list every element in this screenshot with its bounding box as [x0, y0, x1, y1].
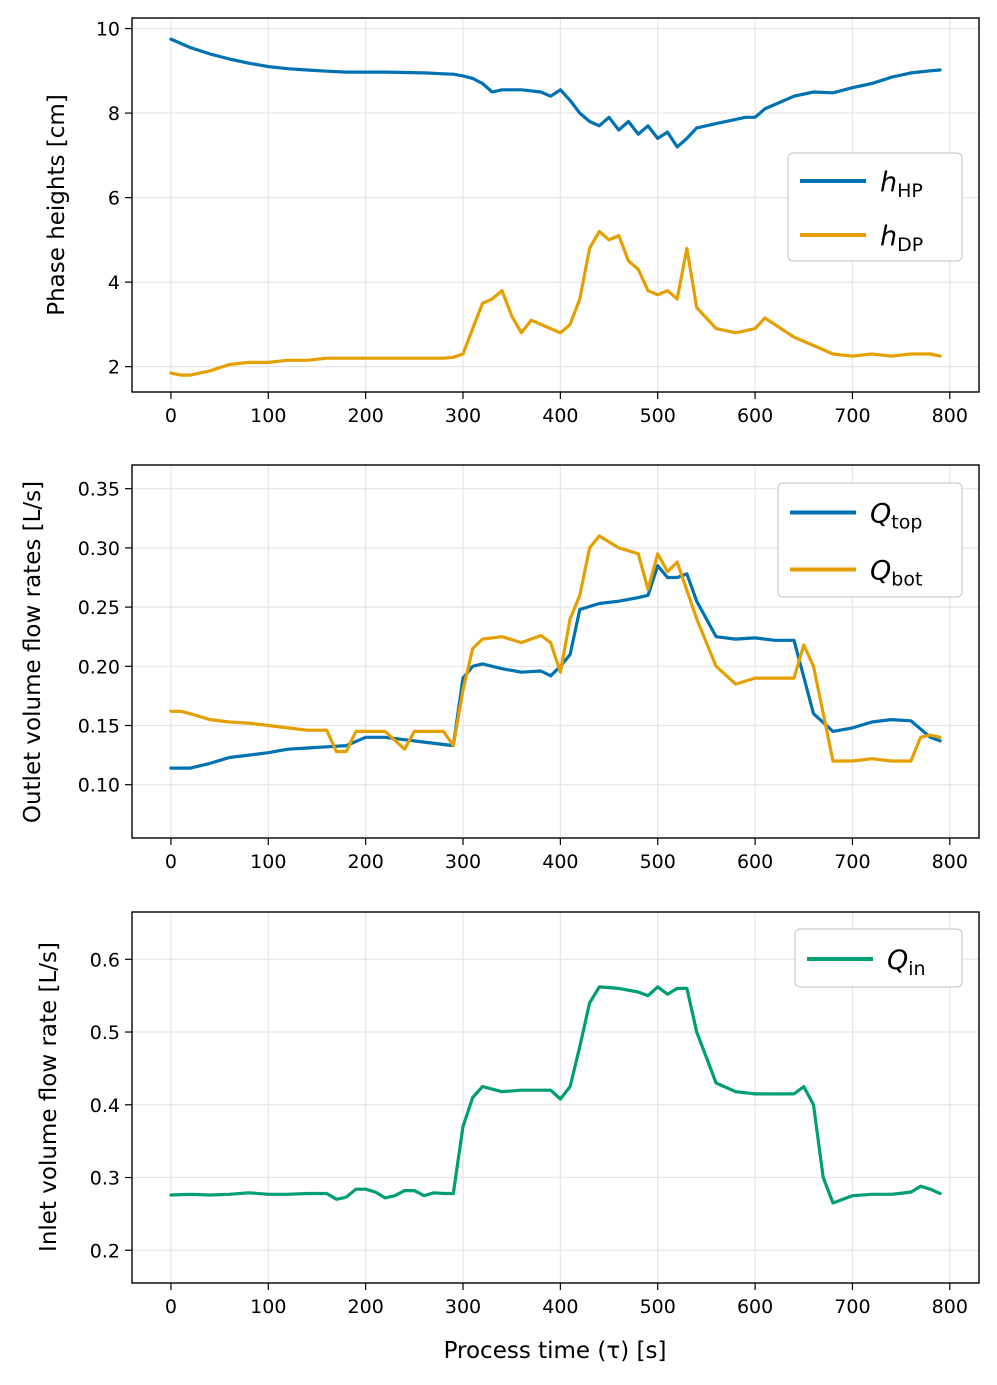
- y-tick-label: 0.4: [90, 1095, 120, 1117]
- legend: Qtop Qbot: [777, 482, 963, 598]
- y-tick-label: 0.2: [90, 1240, 120, 1262]
- x-tick-label: 0: [165, 1296, 177, 1318]
- series-line-h-hp: [169, 37, 942, 149]
- x-tick-label: 200: [348, 405, 384, 427]
- x-tick-label: 300: [445, 405, 481, 427]
- y-tick-label: 0.6: [90, 949, 120, 971]
- x-tick-label: 800: [932, 851, 968, 873]
- y-axis-label: Inlet volume flow rate [L/s]: [36, 942, 62, 1252]
- x-tick-label: 100: [250, 1296, 286, 1318]
- x-tick-label: 500: [640, 1296, 676, 1318]
- legend: hHP hDP: [787, 152, 963, 262]
- y-axis-label: Outlet volume flow rates [L/s]: [20, 481, 46, 823]
- x-tick-label: 200: [348, 851, 384, 873]
- x-tick-label: 300: [445, 851, 481, 873]
- legend-entry-h-dp: hDP: [880, 221, 923, 256]
- legend-box: [787, 152, 963, 262]
- x-tick-label: 600: [737, 1296, 773, 1318]
- y-tick-label: 6: [108, 188, 120, 210]
- series-line-q-top: [169, 564, 942, 770]
- x-tick-label: 400: [542, 1296, 578, 1318]
- inlet-flow-panel: 0 100 200 300 400 500 600 700 800 0.2 0.3 0.4 0.5 0.6…: [36, 911, 980, 1364]
- phase-heights-panel: 0 100 200 300 400 500 600 700 800 2 4 6 8 10 Phase he…: [44, 17, 980, 427]
- plot-frame: [131, 464, 980, 839]
- x-tick-label: 700: [834, 851, 870, 873]
- y-tick-label: 0.20: [78, 656, 120, 678]
- x-axis-label: Process time (τ) [s]: [444, 1338, 667, 1364]
- legend-box: [794, 928, 963, 988]
- x-tick-label: 700: [834, 405, 870, 427]
- legend-entry-q-in: Qin: [887, 945, 926, 980]
- y-tick-label: 0.3: [90, 1168, 120, 1190]
- x-tick-label: 500: [640, 851, 676, 873]
- x-tick-label: 800: [932, 1296, 968, 1318]
- legend-entry-q-top: Qtop: [870, 499, 922, 534]
- x-tick-label: 300: [445, 1296, 481, 1318]
- y-tick-label: 0.15: [78, 716, 120, 738]
- x-tick-label: 0: [165, 405, 177, 427]
- series-line-h-dp: [169, 229, 942, 377]
- plot-frame: [131, 17, 980, 393]
- y-tick-label: 4: [108, 272, 120, 294]
- x-tick-label: 400: [542, 851, 578, 873]
- y-tick-label: 0.5: [90, 1022, 120, 1044]
- x-tick-label: 600: [737, 405, 773, 427]
- y-tick-label: 0.30: [78, 538, 120, 560]
- legend-entry-q-bot: Qbot: [870, 556, 922, 591]
- plot-frame: [131, 911, 980, 1284]
- y-tick-label: 10: [96, 19, 120, 41]
- x-tick-label: 100: [250, 851, 286, 873]
- y-tick-label: 0.25: [78, 597, 120, 619]
- legend: Qin: [794, 928, 963, 988]
- x-tick-label: 0: [165, 851, 177, 873]
- x-tick-label: 400: [542, 405, 578, 427]
- x-tick-label: 600: [737, 851, 773, 873]
- x-tick-label: 100: [250, 405, 286, 427]
- x-tick-label: 700: [834, 1296, 870, 1318]
- x-tick-label: 500: [640, 405, 676, 427]
- y-tick-label: 8: [108, 103, 120, 125]
- y-tick-label: 0.10: [78, 775, 120, 797]
- x-tick-label: 800: [932, 405, 968, 427]
- y-tick-label: 0.35: [78, 479, 120, 501]
- legend-entry-h-hp: hHP: [880, 167, 923, 202]
- y-axis-label: Phase heights [cm]: [44, 94, 70, 316]
- x-tick-label: 200: [348, 1296, 384, 1318]
- series-line-q-bot: [169, 534, 942, 763]
- series-line-q-in: [169, 985, 942, 1205]
- outlet-flows-panel: 0 100 200 300 400 500 600 700 800 0.10 0.15 0.20 0.2…: [20, 464, 980, 873]
- y-tick-label: 2: [108, 357, 120, 379]
